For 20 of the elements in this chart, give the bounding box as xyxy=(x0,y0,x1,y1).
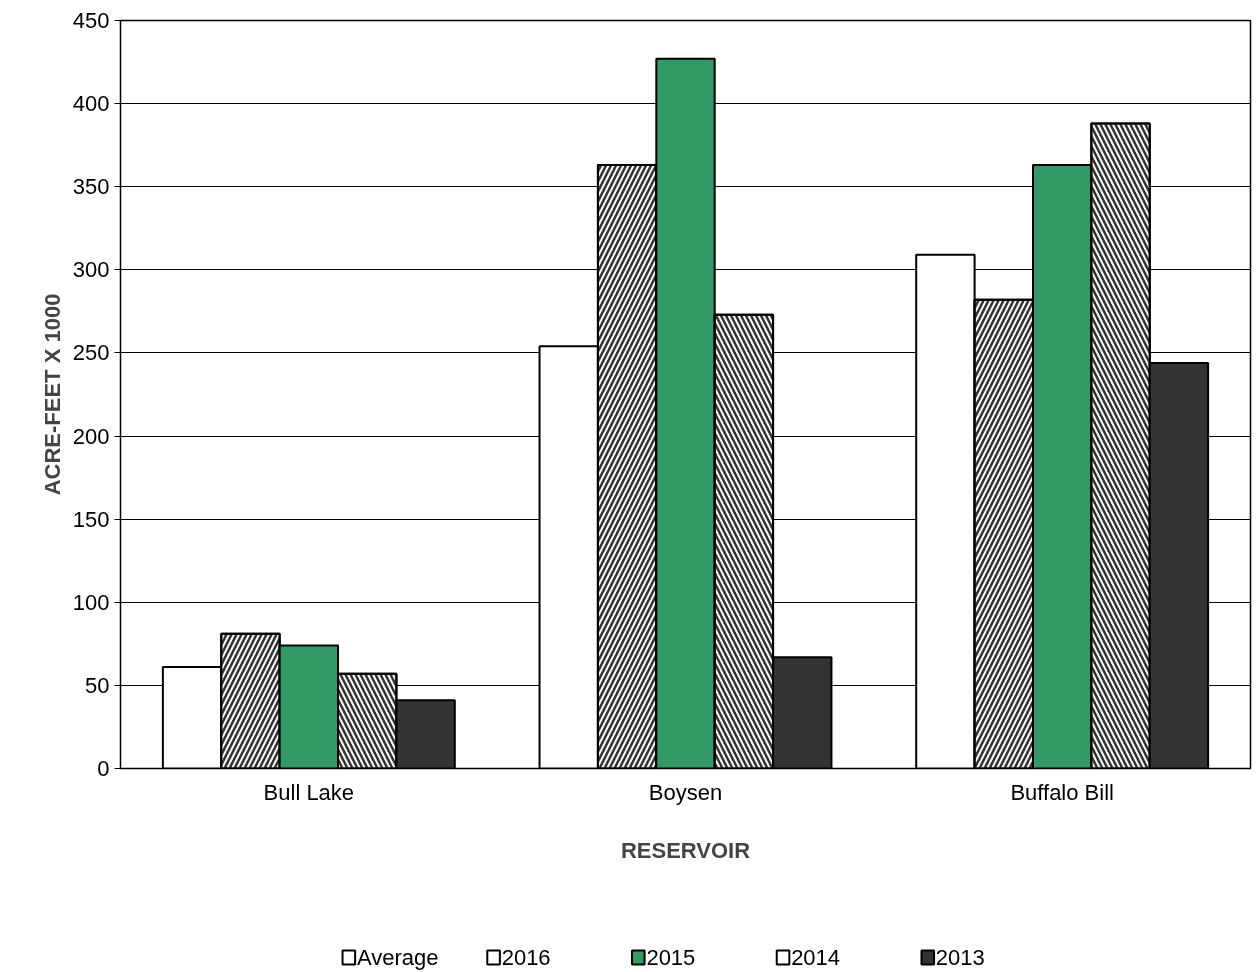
legend-label: 2015 xyxy=(646,945,696,970)
x-tick-label: Boysen xyxy=(648,779,723,805)
legend-label: 2013 xyxy=(935,945,985,970)
y-axis-title: ACRE-FEET X 1000 xyxy=(39,293,65,496)
y-tick-label: 450 xyxy=(72,8,110,33)
y-tick-label: 400 xyxy=(72,91,110,117)
y-tick-label: 300 xyxy=(72,257,110,283)
y-tick-label: 0 xyxy=(97,756,110,781)
x-axis-title: RESERVOIR xyxy=(620,837,751,863)
y-tick-label: 50 xyxy=(85,672,110,698)
x-tick-label: Buffalo Bill xyxy=(1010,779,1114,805)
legend-label: 2014 xyxy=(791,945,841,970)
y-tick-label: 100 xyxy=(72,589,110,615)
y-tick-label: 250 xyxy=(72,340,110,366)
legend-label: Average xyxy=(356,945,439,970)
x-tick-label: Bull Lake xyxy=(263,779,355,805)
y-tick-label: 350 xyxy=(72,174,110,200)
legend-label: 2016 xyxy=(501,945,551,970)
y-tick-label: 200 xyxy=(72,423,110,449)
y-tick-label: 150 xyxy=(72,506,110,532)
